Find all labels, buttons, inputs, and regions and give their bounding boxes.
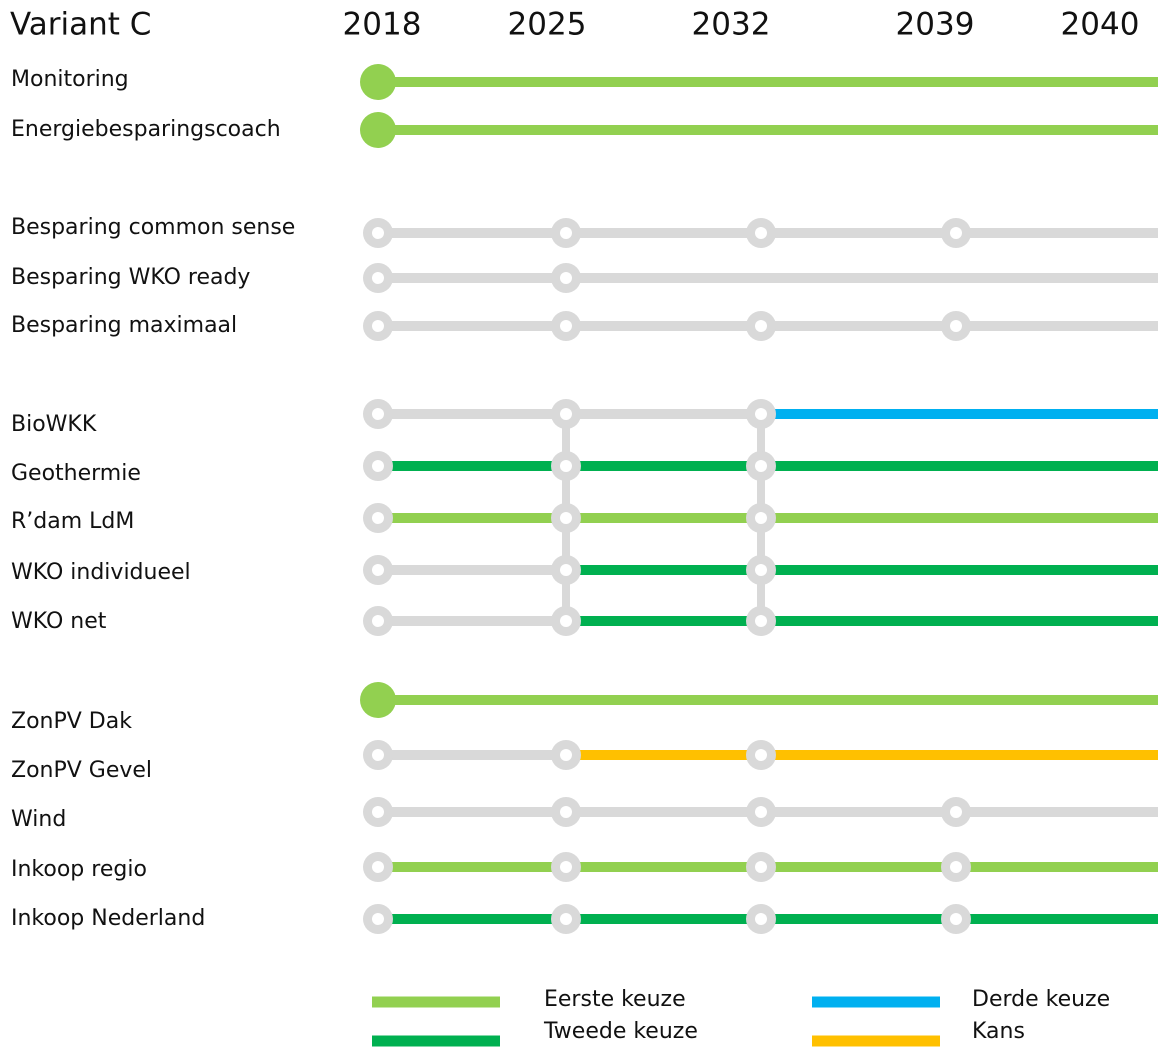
node-hole — [755, 913, 767, 925]
node-hole — [950, 913, 962, 925]
row-label: Geothermie — [11, 461, 141, 486]
row-label: WKO net — [11, 609, 107, 634]
node-hole — [560, 913, 572, 925]
legend-label: Eerste keuze — [544, 987, 686, 1012]
row-label: Besparing WKO ready — [11, 265, 250, 290]
node-hole — [560, 564, 572, 576]
node-hole — [372, 861, 384, 873]
node-hole — [372, 227, 384, 239]
year-label: 2032 — [692, 7, 771, 43]
row-label: Wind — [11, 807, 66, 832]
node-hole — [372, 272, 384, 284]
row-label: BioWKK — [11, 412, 97, 437]
node-hole — [372, 615, 384, 627]
node-hole — [372, 512, 384, 524]
row-label: Energiebesparingscoach — [11, 117, 281, 142]
node-hole — [560, 749, 572, 761]
node-hole — [560, 806, 572, 818]
node-hole — [755, 806, 767, 818]
node-hole — [950, 861, 962, 873]
row-label: Monitoring — [11, 67, 129, 92]
node-hole — [755, 227, 767, 239]
node-hole — [560, 272, 572, 284]
row-label: Inkoop regio — [11, 857, 147, 882]
node-hole — [950, 320, 962, 332]
row-label: ZonPV Gevel — [11, 758, 152, 783]
start-dot — [360, 112, 396, 148]
row-label: WKO individueel — [11, 560, 191, 585]
node-hole — [755, 564, 767, 576]
year-label: 2025 — [508, 7, 587, 43]
node-hole — [560, 460, 572, 472]
node-hole — [755, 408, 767, 420]
node-hole — [560, 227, 572, 239]
row-label: Inkoop Nederland — [11, 906, 205, 931]
rows — [378, 77, 1158, 924]
start-dot — [360, 682, 396, 718]
node-hole — [372, 320, 384, 332]
node-hole — [560, 408, 572, 420]
legend-label: Tweede keuze — [543, 1019, 698, 1044]
row-label: R’dam LdM — [11, 509, 134, 534]
row-label: Besparing maximaal — [11, 313, 237, 338]
node-hole — [560, 861, 572, 873]
node-hole — [950, 227, 962, 239]
legend-label: Kans — [972, 1019, 1025, 1044]
node-hole — [755, 320, 767, 332]
row-label: ZonPV Dak — [11, 709, 132, 734]
year-label: 2039 — [896, 7, 975, 43]
node-hole — [372, 913, 384, 925]
node-hole — [950, 806, 962, 818]
node-hole — [755, 460, 767, 472]
title: Variant C — [10, 7, 151, 43]
nodes — [360, 64, 971, 934]
node-hole — [372, 749, 384, 761]
node-hole — [755, 861, 767, 873]
node-hole — [372, 806, 384, 818]
node-hole — [372, 408, 384, 420]
node-hole — [755, 615, 767, 627]
year-label: 2018 — [343, 7, 422, 43]
node-hole — [560, 512, 572, 524]
node-hole — [755, 749, 767, 761]
row-label: Besparing common sense — [11, 215, 295, 240]
node-hole — [372, 460, 384, 472]
node-hole — [560, 320, 572, 332]
legend-label: Derde keuze — [972, 987, 1110, 1012]
start-dot — [360, 64, 396, 100]
year-label: 2040 — [1061, 7, 1140, 43]
node-hole — [755, 512, 767, 524]
node-hole — [560, 615, 572, 627]
node-hole — [372, 564, 384, 576]
